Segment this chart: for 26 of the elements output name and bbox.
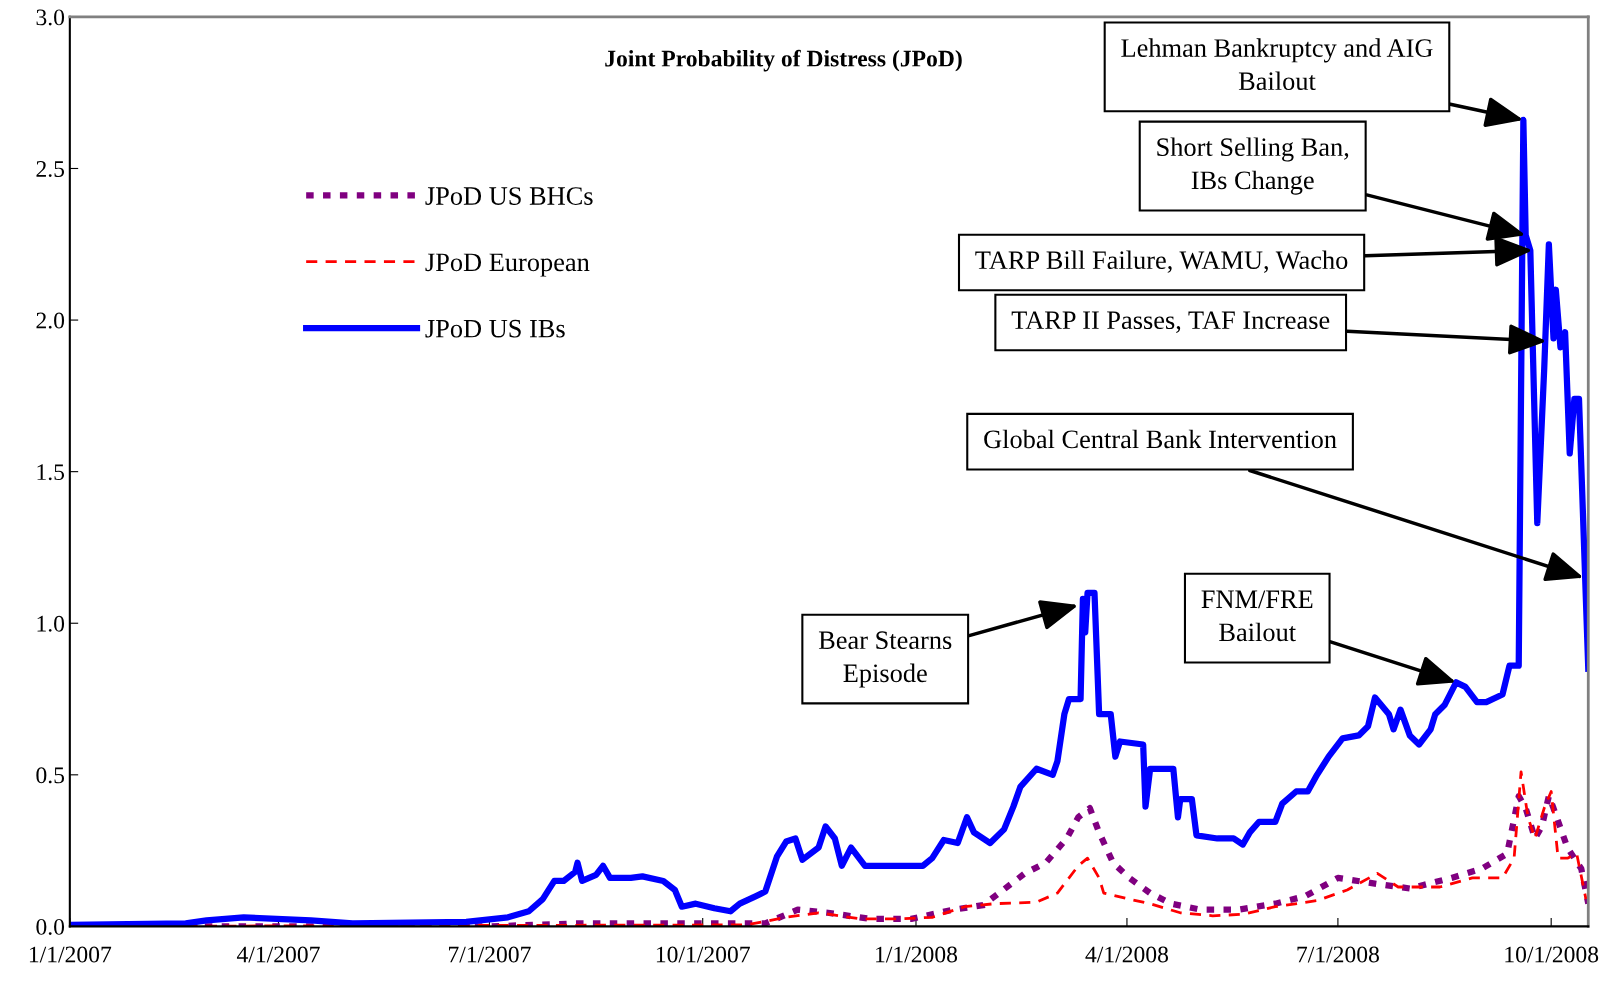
legend-label: JPoD US BHCs bbox=[425, 187, 593, 205]
annotation: FNM/FRE Bailout bbox=[1201, 590, 1313, 642]
x-tick-label: 7/1/2008 bbox=[1297, 946, 1379, 963]
y-tick-label: 0.5 bbox=[36, 767, 65, 784]
y-tick-label: 1.5 bbox=[37, 464, 65, 481]
x-tick-label: 1/1/2008 bbox=[876, 946, 958, 963]
text: Joint Probability of Distress (JPoD) bbox=[605, 49, 962, 72]
y-tick-label: 2.5 bbox=[36, 161, 65, 178]
y-tick-label: 1.0 bbox=[37, 615, 65, 632]
x-tick-label: 4/1/2008 bbox=[1085, 946, 1169, 963]
annotation: TARP II Passes, TAF Increase bbox=[1011, 311, 1330, 333]
x-tick-label: 10/1/2007 bbox=[656, 946, 750, 963]
annotation: Global Central Bank Intervention bbox=[984, 429, 1337, 449]
x-tick-label: 4/1/2007 bbox=[236, 946, 320, 963]
annotation: Short Selling Ban, IBs Change bbox=[1157, 137, 1349, 195]
legend-label: JPoD European bbox=[425, 253, 590, 277]
y-tick-label: 2.0 bbox=[36, 312, 65, 329]
legend-label: JPoD US IBs bbox=[425, 319, 565, 338]
y-tick-label: 3.0 bbox=[36, 9, 65, 26]
annotation: Lehman Bankruptcy and AIG Bailout bbox=[1121, 38, 1433, 91]
annotation: Bear Stearns Episode bbox=[818, 631, 952, 688]
annotation: TARP Bill Failure, WAMU, Wacho bbox=[975, 250, 1348, 273]
y-tick-label: 0.0 bbox=[36, 918, 65, 935]
x-tick-label: 1/1/2007 bbox=[29, 946, 112, 963]
x-tick-label: 10/1/2008 bbox=[1505, 946, 1599, 963]
x-tick-label: 7/1/2007 bbox=[449, 946, 531, 963]
